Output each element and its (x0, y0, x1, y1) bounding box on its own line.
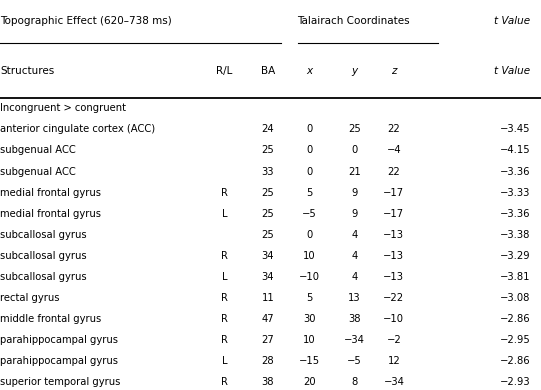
Text: −4: −4 (386, 145, 401, 156)
Text: −4.15: −4.15 (499, 145, 530, 156)
Text: t Value: t Value (494, 16, 530, 26)
Text: −2.86: −2.86 (499, 356, 530, 366)
Text: y: y (351, 66, 358, 76)
Text: −15: −15 (299, 356, 320, 366)
Text: R: R (221, 188, 228, 198)
Text: parahippocampal gyrus: parahippocampal gyrus (0, 356, 118, 366)
Text: 34: 34 (261, 251, 274, 261)
Text: superior temporal gyrus: superior temporal gyrus (0, 377, 121, 387)
Text: −2.93: −2.93 (499, 377, 530, 387)
Text: −3.29: −3.29 (499, 251, 530, 261)
Text: x: x (306, 66, 313, 76)
Text: 22: 22 (387, 124, 400, 135)
Text: subgenual ACC: subgenual ACC (0, 145, 76, 156)
Text: −5: −5 (302, 209, 317, 219)
Text: 22: 22 (387, 167, 400, 177)
Text: 25: 25 (261, 230, 274, 240)
Text: 10: 10 (303, 251, 316, 261)
Text: 21: 21 (348, 167, 361, 177)
Text: 9: 9 (351, 188, 358, 198)
Text: −2.95: −2.95 (499, 335, 530, 345)
Text: 38: 38 (261, 377, 274, 387)
Text: 34: 34 (261, 272, 274, 282)
Text: R: R (221, 377, 228, 387)
Text: medial frontal gyrus: medial frontal gyrus (0, 188, 101, 198)
Text: 5: 5 (306, 188, 313, 198)
Text: parahippocampal gyrus: parahippocampal gyrus (0, 335, 118, 345)
Text: 20: 20 (303, 377, 316, 387)
Text: 10: 10 (303, 335, 316, 345)
Text: 13: 13 (348, 293, 361, 303)
Text: 27: 27 (261, 335, 274, 345)
Text: 11: 11 (261, 293, 274, 303)
Text: −17: −17 (383, 188, 405, 198)
Text: anterior cingulate cortex (ACC): anterior cingulate cortex (ACC) (0, 124, 155, 135)
Text: −10: −10 (384, 314, 404, 324)
Text: −3.45: −3.45 (500, 124, 530, 135)
Text: 38: 38 (348, 314, 361, 324)
Text: rectal gyrus: rectal gyrus (0, 293, 60, 303)
Text: −3.36: −3.36 (500, 167, 530, 177)
Text: 4: 4 (351, 272, 358, 282)
Text: −34: −34 (344, 335, 365, 345)
Text: 25: 25 (261, 188, 274, 198)
Text: subcallosal gyrus: subcallosal gyrus (0, 251, 87, 261)
Text: z: z (391, 66, 397, 76)
Text: 4: 4 (351, 251, 358, 261)
Text: 47: 47 (261, 314, 274, 324)
Text: 12: 12 (387, 356, 400, 366)
Text: −22: −22 (383, 293, 405, 303)
Text: Topographic Effect (620–738 ms): Topographic Effect (620–738 ms) (0, 16, 171, 26)
Text: L: L (222, 272, 227, 282)
Text: 0: 0 (306, 167, 313, 177)
Text: R: R (221, 335, 228, 345)
Text: subgenual ACC: subgenual ACC (0, 167, 76, 177)
Text: Structures: Structures (0, 66, 54, 76)
Text: −3.81: −3.81 (500, 272, 530, 282)
Text: 28: 28 (261, 356, 274, 366)
Text: −34: −34 (384, 377, 404, 387)
Text: R/L: R/L (216, 66, 233, 76)
Text: 24: 24 (261, 124, 274, 135)
Text: Talairach Coordinates: Talairach Coordinates (298, 16, 410, 26)
Text: 0: 0 (306, 145, 313, 156)
Text: middle frontal gyrus: middle frontal gyrus (0, 314, 101, 324)
Text: 5: 5 (306, 293, 313, 303)
Text: −13: −13 (384, 251, 404, 261)
Text: −3.38: −3.38 (500, 230, 530, 240)
Text: R: R (221, 293, 228, 303)
Text: −10: −10 (299, 272, 320, 282)
Text: 4: 4 (351, 230, 358, 240)
Text: 8: 8 (351, 377, 358, 387)
Text: Incongruent > congruent: Incongruent > congruent (0, 103, 126, 113)
Text: −13: −13 (384, 272, 404, 282)
Text: −3.33: −3.33 (500, 188, 530, 198)
Text: −17: −17 (383, 209, 405, 219)
Text: L: L (222, 356, 227, 366)
Text: −2: −2 (386, 335, 401, 345)
Text: −13: −13 (384, 230, 404, 240)
Text: 0: 0 (351, 145, 358, 156)
Text: 9: 9 (351, 209, 358, 219)
Text: BA: BA (261, 66, 275, 76)
Text: −3.36: −3.36 (500, 209, 530, 219)
Text: −2.86: −2.86 (499, 314, 530, 324)
Text: −3.08: −3.08 (500, 293, 530, 303)
Text: −5: −5 (347, 356, 362, 366)
Text: t Value: t Value (494, 66, 530, 76)
Text: R: R (221, 251, 228, 261)
Text: 25: 25 (348, 124, 361, 135)
Text: 25: 25 (261, 209, 274, 219)
Text: 33: 33 (261, 167, 274, 177)
Text: 25: 25 (261, 145, 274, 156)
Text: 30: 30 (303, 314, 316, 324)
Text: 0: 0 (306, 230, 313, 240)
Text: R: R (221, 314, 228, 324)
Text: L: L (222, 209, 227, 219)
Text: subcallosal gyrus: subcallosal gyrus (0, 230, 87, 240)
Text: subcallosal gyrus: subcallosal gyrus (0, 272, 87, 282)
Text: 0: 0 (306, 124, 313, 135)
Text: medial frontal gyrus: medial frontal gyrus (0, 209, 101, 219)
